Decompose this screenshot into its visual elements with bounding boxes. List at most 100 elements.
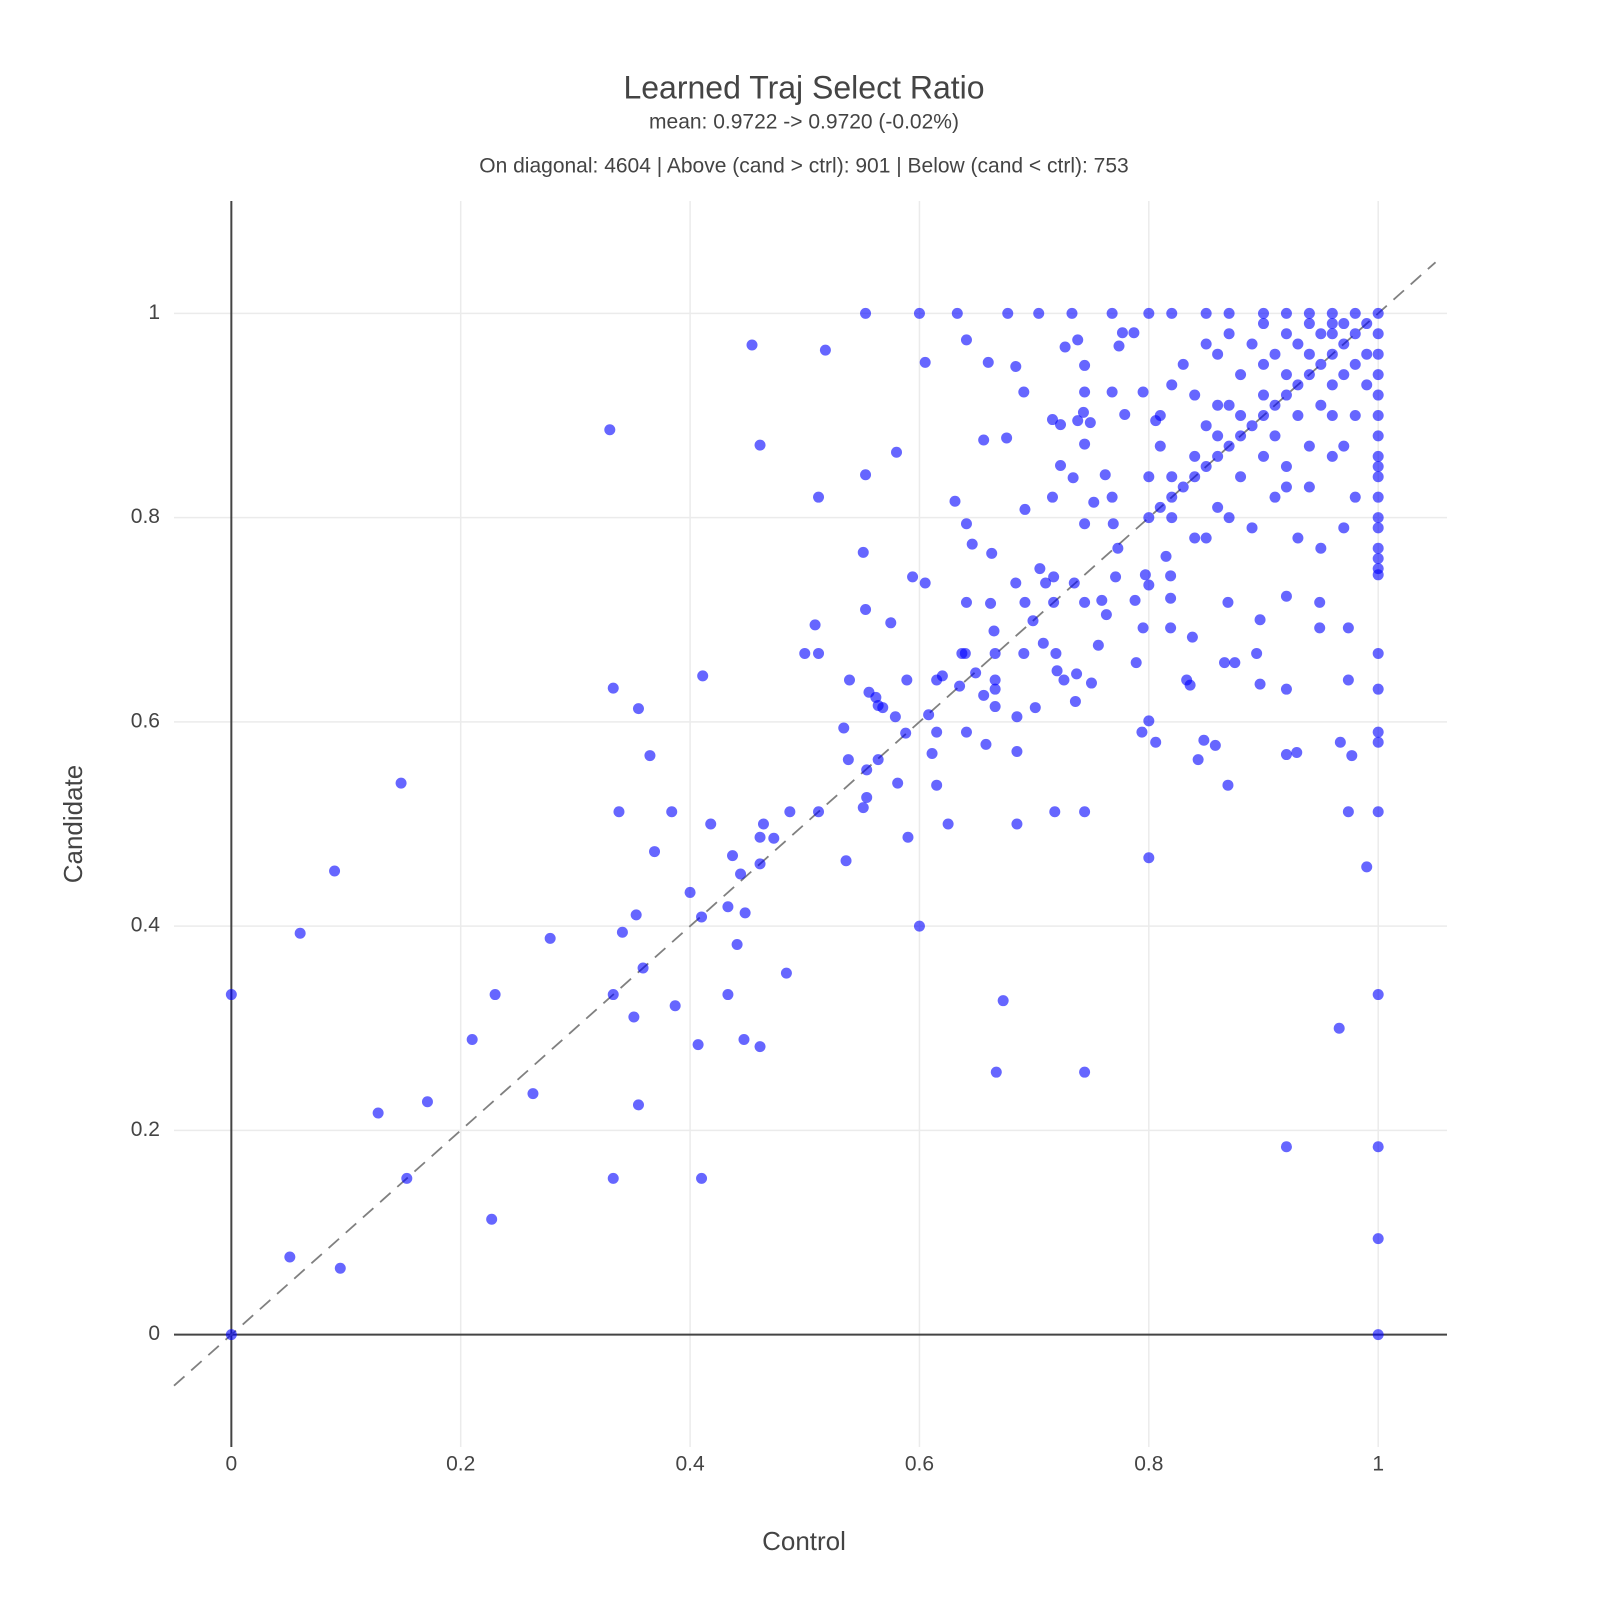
scatter-point	[1096, 594, 1108, 606]
scatter-point	[978, 689, 990, 701]
scatter-point	[1033, 307, 1045, 319]
scatter-point	[1011, 745, 1023, 757]
scatter-point	[986, 547, 998, 559]
scatter-point	[1333, 1022, 1345, 1034]
scatter-point	[960, 596, 972, 608]
scatter-point	[1349, 328, 1361, 340]
y-tick-label: 0.4	[131, 914, 161, 937]
scatter-point	[1280, 369, 1292, 381]
scatter-point	[1085, 677, 1097, 689]
scatter-point	[1269, 348, 1281, 360]
scatter-point	[960, 518, 972, 530]
scatter-point	[1143, 715, 1155, 727]
scatter-point	[1372, 542, 1384, 554]
scatter-point	[989, 647, 1001, 659]
x-tick-label: 0.6	[905, 1453, 934, 1476]
scatter-point	[913, 920, 925, 932]
scatter-point	[1372, 461, 1384, 473]
scatter-point	[1338, 369, 1350, 381]
scatter-point	[1189, 532, 1201, 544]
scatter-point	[1046, 491, 1058, 503]
scatter-point	[892, 777, 904, 789]
scatter-point	[1079, 806, 1091, 818]
scatter-point	[607, 989, 619, 1001]
scatter-point	[1055, 419, 1067, 431]
scatter-point	[632, 703, 644, 715]
scatter-point	[1069, 695, 1081, 707]
scatter-point	[978, 434, 990, 446]
scatter-point	[919, 577, 931, 589]
scatter-point	[780, 967, 792, 979]
scatter-point	[1019, 503, 1031, 515]
scatter-point	[907, 571, 919, 583]
x-tick-label: 0.4	[675, 1453, 705, 1476]
scatter-point	[329, 865, 341, 877]
scatter-point	[1372, 563, 1384, 575]
scatter-point	[980, 738, 992, 750]
scatter-point	[607, 682, 619, 694]
scatter-point	[1258, 358, 1270, 370]
scatter-point	[1372, 430, 1384, 442]
scatter-point	[1372, 409, 1384, 421]
scatter-point	[1166, 379, 1178, 391]
annotation: On diagonal: 4604 | Above (cand > ctrl):…	[479, 155, 1128, 178]
scatter-point	[923, 709, 935, 721]
chart-subtitle: mean: 0.9722 -> 0.9720 (-0.02%)	[649, 111, 959, 134]
scatter-point	[735, 868, 747, 880]
scatter-point	[1160, 550, 1172, 562]
scatter-point	[1326, 379, 1338, 391]
scatter-point	[1269, 430, 1281, 442]
scatter-point	[1372, 328, 1384, 340]
scatter-point	[989, 683, 1001, 695]
scatter-point	[616, 926, 628, 938]
scatter-point	[1372, 471, 1384, 483]
scatter-point	[985, 597, 997, 609]
scatter-point	[421, 1096, 433, 1108]
scatter-point	[1116, 327, 1128, 339]
scatter-point	[1037, 637, 1049, 649]
scatter-point	[1048, 571, 1060, 583]
scatter-point	[1106, 491, 1118, 503]
scatter-point	[989, 674, 1001, 686]
scatter-point	[1223, 307, 1235, 319]
scatter-point	[1018, 647, 1030, 659]
scatter-point	[1235, 430, 1247, 442]
y-axis-label: Candidate	[58, 765, 88, 884]
scatter-point	[696, 911, 708, 923]
scatter-point	[1166, 307, 1178, 319]
scatter-point	[1200, 420, 1212, 432]
x-tick-label: 0.8	[1134, 1453, 1163, 1476]
scatter-point	[544, 932, 556, 944]
scatter-point	[1372, 989, 1384, 1001]
plot-area	[173, 261, 1437, 1387]
scatter-point	[722, 901, 734, 913]
scatter-point	[1077, 406, 1089, 418]
scatter-point	[857, 546, 869, 558]
scatter-point	[1292, 409, 1304, 421]
scatter-point	[1034, 563, 1046, 575]
scatter-point	[395, 777, 407, 789]
scatter-point	[489, 989, 501, 1001]
scatter-point	[1119, 408, 1131, 420]
scatter-point	[959, 647, 971, 659]
scatter-point	[1258, 307, 1270, 319]
scatter-point	[1258, 450, 1270, 462]
scatter-point	[630, 909, 642, 921]
scatter-point	[942, 818, 954, 830]
x-axis-label: Control	[762, 1526, 846, 1556]
scatter-point	[889, 711, 901, 723]
scatter-point	[1212, 348, 1224, 360]
scatter-point	[1280, 481, 1292, 493]
scatter-point	[857, 802, 869, 814]
scatter-point	[838, 722, 850, 734]
scatter-point	[926, 748, 938, 760]
scatter-point	[1235, 369, 1247, 381]
scatter-point	[1200, 461, 1212, 473]
scatter-point	[1342, 806, 1354, 818]
scatter-point	[990, 1066, 1002, 1078]
scatter-point	[1280, 590, 1292, 602]
scatter-point	[1011, 711, 1023, 723]
scatter-point	[1166, 471, 1178, 483]
